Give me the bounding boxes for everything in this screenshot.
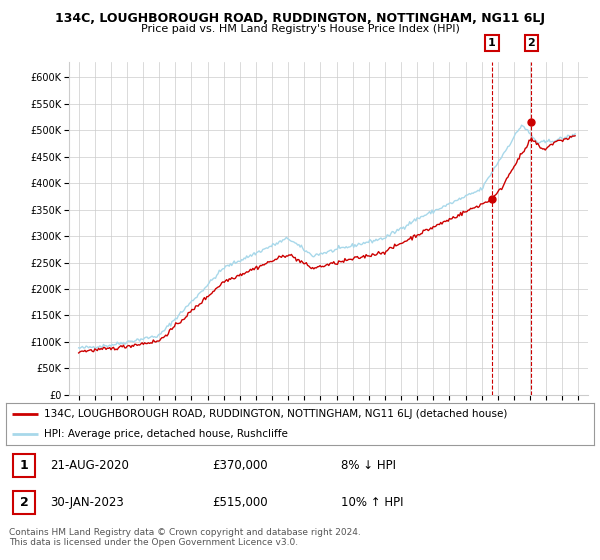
Text: 21-AUG-2020: 21-AUG-2020 <box>50 459 129 472</box>
Text: £515,000: £515,000 <box>212 496 268 509</box>
Text: 134C, LOUGHBOROUGH ROAD, RUDDINGTON, NOTTINGHAM, NG11 6LJ (detached house): 134C, LOUGHBOROUGH ROAD, RUDDINGTON, NOT… <box>44 409 508 419</box>
FancyBboxPatch shape <box>13 491 35 514</box>
Text: 10% ↑ HPI: 10% ↑ HPI <box>341 496 404 509</box>
FancyBboxPatch shape <box>13 454 35 477</box>
Text: 8% ↓ HPI: 8% ↓ HPI <box>341 459 396 472</box>
Text: 30-JAN-2023: 30-JAN-2023 <box>50 496 124 509</box>
Text: Price paid vs. HM Land Registry's House Price Index (HPI): Price paid vs. HM Land Registry's House … <box>140 24 460 34</box>
Text: Contains HM Land Registry data © Crown copyright and database right 2024.
This d: Contains HM Land Registry data © Crown c… <box>9 528 361 547</box>
Text: 1: 1 <box>20 459 29 472</box>
Text: 1: 1 <box>488 38 496 48</box>
Text: 2: 2 <box>20 496 29 509</box>
Text: £370,000: £370,000 <box>212 459 268 472</box>
Text: HPI: Average price, detached house, Rushcliffe: HPI: Average price, detached house, Rush… <box>44 429 288 438</box>
Text: 134C, LOUGHBOROUGH ROAD, RUDDINGTON, NOTTINGHAM, NG11 6LJ: 134C, LOUGHBOROUGH ROAD, RUDDINGTON, NOT… <box>55 12 545 25</box>
Text: 2: 2 <box>527 38 535 48</box>
